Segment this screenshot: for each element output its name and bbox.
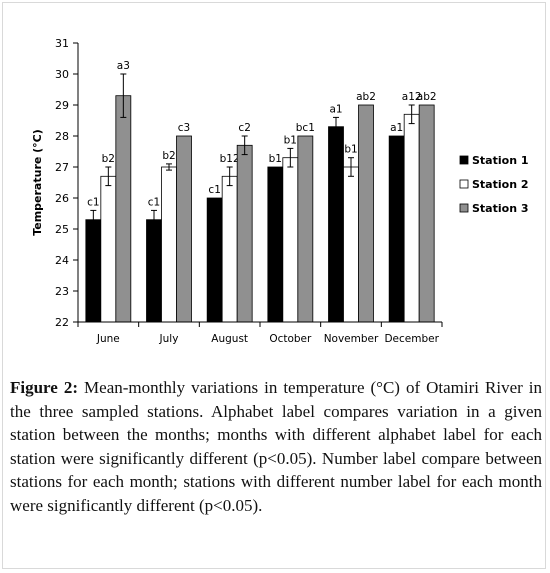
bar (403, 113, 420, 323)
significance-label: b12 (220, 153, 240, 165)
caption-label: Figure 2: (10, 378, 79, 397)
bar (221, 175, 238, 323)
significance-label: a1 (329, 103, 342, 115)
x-tick-label: October (269, 333, 312, 345)
bar (206, 197, 223, 323)
bar (100, 175, 117, 323)
bar (115, 95, 132, 323)
x-tick-label: December (384, 333, 439, 345)
significance-label: c1 (148, 196, 160, 208)
legend-label: Station 3 (472, 202, 529, 215)
significance-label: b1 (269, 153, 282, 165)
x-tick-label: July (159, 333, 179, 345)
significance-label: c1 (87, 196, 99, 208)
x-axis: June July August October November December (77, 321, 443, 345)
significance-label: ab2 (356, 91, 376, 103)
y-axis-title: Temperature (°C) (31, 129, 44, 236)
legend: Station 1 Station 2 Station 3 (459, 154, 529, 215)
bar (388, 135, 405, 323)
bar (267, 166, 284, 323)
y-tick-label: 28 (55, 130, 69, 143)
bar (418, 104, 435, 323)
significance-label: ab2 (417, 91, 437, 103)
legend-label: Station 1 (472, 154, 529, 167)
bar (146, 219, 162, 323)
bar (297, 135, 314, 323)
legend-swatch (459, 179, 469, 189)
bar (161, 166, 177, 323)
y-tick-label: 31 (55, 37, 69, 50)
temperature-bar-chart: 22 23 24 25 26 27 28 29 30 31 Temperature (°C) c1 c… (31, 37, 529, 345)
significance-label: a3 (117, 60, 130, 72)
significance-label: c3 (178, 122, 190, 134)
bar (358, 104, 374, 323)
bar (343, 166, 359, 323)
y-tick-label: 26 (55, 192, 69, 205)
x-tick-label: August (211, 333, 248, 345)
y-tick-label: 25 (55, 223, 69, 236)
significance-label: b2 (162, 150, 175, 162)
y-tick-label: 23 (55, 285, 69, 298)
x-tick-label: November (324, 333, 379, 345)
significance-label: b1 (344, 144, 357, 156)
legend-swatch (459, 155, 469, 165)
x-tick-label: June (96, 333, 120, 345)
significance-label: b2 (102, 153, 115, 165)
figure-caption: Figure 2: Mean-monthly variations in tem… (10, 376, 542, 517)
bar (282, 157, 299, 323)
y-axis: 22 23 24 25 26 27 28 29 30 31 Temperature (°C) (31, 37, 79, 329)
bar (236, 144, 253, 323)
significance-label: a12 (402, 91, 422, 103)
significance-label: b1 (284, 134, 297, 146)
y-tick-label: 24 (55, 254, 69, 267)
y-tick-label: 27 (55, 161, 69, 174)
y-tick-label: 30 (55, 68, 69, 81)
caption-text: Mean-monthly variations in temperature (… (10, 378, 543, 515)
legend-label: Station 2 (472, 178, 529, 191)
bar (85, 219, 102, 323)
y-tick-label: 22 (55, 316, 69, 329)
y-tick-label: 29 (55, 99, 69, 112)
significance-label: c2 (238, 122, 250, 134)
bar (328, 126, 344, 323)
significance-label: c1 (208, 184, 220, 196)
significance-label: a1 (390, 122, 403, 134)
significance-label: bc1 (296, 122, 315, 134)
bar (176, 135, 192, 323)
legend-swatch (459, 203, 469, 213)
